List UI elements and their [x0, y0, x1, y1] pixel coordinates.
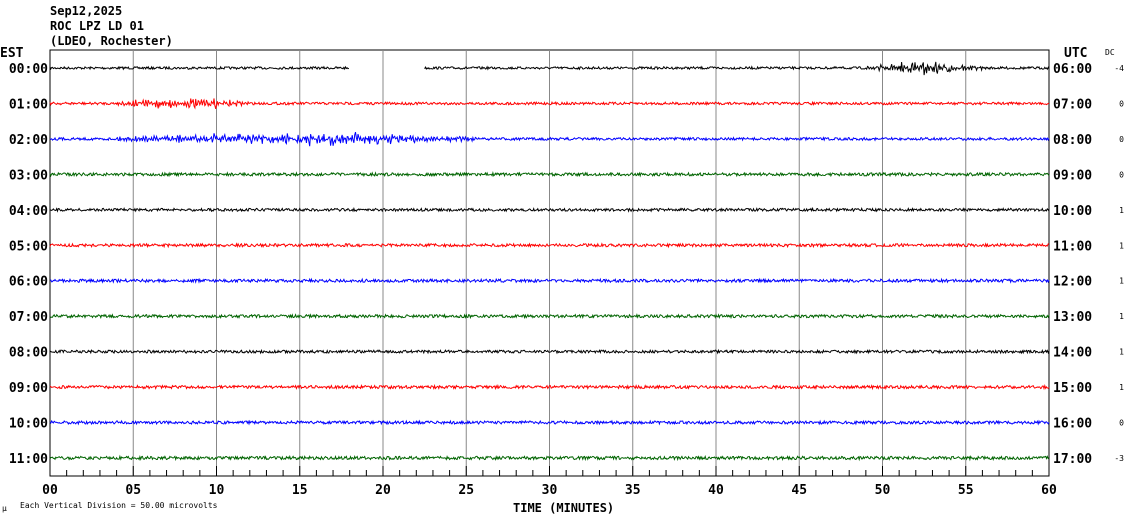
utc-hour-label: 17:00 [1053, 452, 1092, 467]
est-axis-title: EST [0, 46, 24, 61]
utc-hour-label: 08:00 [1053, 133, 1092, 148]
est-hour-label: 08:00 [9, 346, 48, 361]
utc-hour-label: 14:00 [1053, 346, 1092, 361]
seismic-trace [49, 348, 1050, 355]
est-hour-label: 10:00 [9, 417, 48, 432]
seismic-trace [49, 171, 1050, 178]
utc-hour-label: 16:00 [1053, 417, 1092, 432]
seismic-trace [49, 313, 1050, 320]
x-tick-label: 05 [125, 483, 141, 498]
dc-offset-value: -4 [1114, 64, 1124, 73]
utc-hour-label: 06:00 [1053, 62, 1092, 77]
seismic-trace [49, 131, 1050, 147]
dc-offset-value: 0 [1119, 419, 1124, 428]
utc-hour-label: 11:00 [1053, 239, 1092, 254]
x-axis-title: TIME (MINUTES) [513, 501, 614, 515]
utc-hour-label: 07:00 [1053, 97, 1092, 112]
est-hour-label: 00:00 [9, 62, 48, 77]
dc-offset-value: 1 [1119, 241, 1124, 250]
x-tick-label: 20 [375, 483, 391, 498]
seismic-trace [49, 454, 1050, 462]
seismic-trace [49, 383, 1050, 391]
est-hour-label: 02:00 [9, 133, 48, 148]
utc-hour-label: 12:00 [1053, 275, 1092, 290]
utc-hour-label: 15:00 [1053, 381, 1092, 396]
dc-offset-value: 1 [1119, 277, 1124, 286]
x-tick-label: 00 [42, 483, 58, 498]
utc-hour-label: 13:00 [1053, 310, 1092, 325]
network-label: (LDEO, Rochester) [50, 34, 173, 48]
dc-offset-value: 0 [1119, 99, 1124, 108]
seismic-trace [49, 242, 1050, 249]
x-tick-label: 35 [625, 483, 641, 498]
seismic-trace [49, 277, 1050, 284]
dc-offset-value: -3 [1114, 454, 1124, 463]
station-label: ROC LPZ LD 01 [50, 19, 144, 33]
est-hour-label: 11:00 [9, 452, 48, 467]
x-tick-label: 30 [542, 483, 558, 498]
seismic-trace [49, 98, 1050, 110]
seismic-trace [49, 419, 1050, 426]
est-hour-label: 06:00 [9, 275, 48, 290]
est-hour-label: 07:00 [9, 310, 48, 325]
seismic-trace [49, 61, 1050, 76]
x-tick-label: 25 [458, 483, 474, 498]
est-hour-label: 09:00 [9, 381, 48, 396]
x-tick-label: 45 [791, 483, 807, 498]
dc-offset-value: 1 [1119, 348, 1124, 357]
dc-offset-value: 0 [1119, 135, 1124, 144]
x-tick-label: 60 [1041, 483, 1057, 498]
date-label: Sep12,2025 [50, 4, 123, 18]
dc-offset-value: 1 [1119, 206, 1124, 215]
dc-offset-value: 1 [1119, 312, 1124, 321]
est-hour-label: 03:00 [9, 168, 48, 183]
dc-title: DC [1105, 48, 1115, 57]
x-tick-label: 40 [708, 483, 724, 498]
utc-axis-title: UTC [1064, 46, 1087, 61]
est-hour-label: 04:00 [9, 204, 48, 219]
dc-offset-value: 0 [1119, 170, 1124, 179]
seismic-trace [49, 206, 1050, 213]
utc-hour-label: 09:00 [1053, 168, 1092, 183]
microvolt-mark: μ [2, 504, 7, 513]
scale-note: Each Vertical Division = 50.00 microvolt… [20, 501, 218, 510]
est-hour-label: 05:00 [9, 239, 48, 254]
utc-hour-label: 10:00 [1053, 204, 1092, 219]
x-tick-label: 55 [958, 483, 974, 498]
x-tick-label: 50 [875, 483, 891, 498]
dc-offset-value: 1 [1119, 383, 1124, 392]
x-tick-label: 15 [292, 483, 308, 498]
est-hour-label: 01:00 [9, 97, 48, 112]
x-tick-label: 10 [209, 483, 225, 498]
